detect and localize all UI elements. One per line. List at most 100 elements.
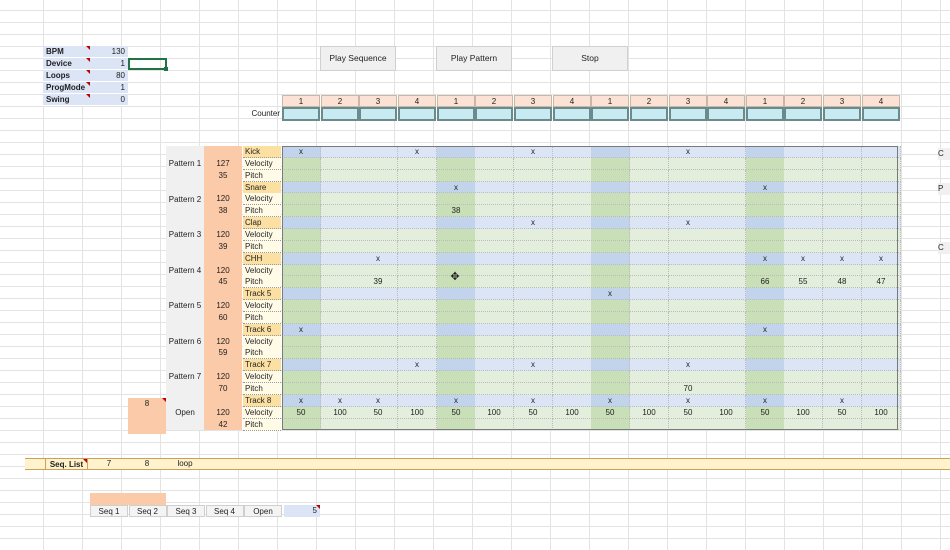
counter-cell[interactable] (707, 107, 745, 121)
step-cell[interactable] (553, 300, 592, 312)
step-cell[interactable] (746, 205, 785, 217)
step-cell[interactable]: 50 (746, 407, 785, 419)
step-cell[interactable] (784, 371, 823, 383)
step-cell[interactable] (398, 336, 437, 347)
step-cell[interactable] (784, 229, 823, 241)
step-cell[interactable]: 100 (707, 407, 746, 419)
step-cell[interactable] (475, 383, 514, 395)
pattern-pitch-value[interactable]: 70 (218, 384, 228, 393)
step-cell[interactable] (630, 359, 669, 371)
pattern-velocity-value[interactable]: 120 (216, 266, 230, 275)
open-count-cell[interactable]: 8 (128, 398, 166, 434)
step-cell[interactable] (669, 158, 708, 170)
step-cell[interactable] (669, 347, 708, 359)
step-cell[interactable] (862, 241, 901, 253)
step-cell[interactable]: x (321, 395, 360, 407)
step-cell[interactable] (862, 371, 901, 383)
step-cell[interactable] (746, 241, 785, 253)
step-cell[interactable]: 100 (862, 407, 901, 419)
track-label[interactable]: Track 5 (243, 288, 281, 300)
step-cell[interactable] (514, 347, 553, 359)
step-cell[interactable]: 100 (630, 407, 669, 419)
step-cell[interactable] (707, 182, 746, 193)
step-cell[interactable] (553, 324, 592, 336)
step-cell[interactable] (437, 347, 476, 359)
step-cell[interactable] (321, 300, 360, 312)
step-cell[interactable] (669, 300, 708, 312)
pattern-orange-cell[interactable] (204, 253, 242, 288)
step-cell[interactable] (591, 241, 630, 253)
step-cell[interactable] (359, 229, 398, 241)
velocity-label[interactable]: Velocity (243, 193, 281, 205)
step-cell[interactable] (630, 276, 669, 288)
step-cell[interactable]: x (746, 253, 785, 265)
param-value[interactable]: 0 (90, 94, 128, 106)
selected-cell[interactable] (128, 58, 167, 70)
right-edge-cell-1[interactable]: C (938, 148, 950, 160)
step-cell[interactable] (862, 395, 901, 407)
step-cell[interactable] (437, 312, 476, 324)
step-cell[interactable]: 100 (321, 407, 360, 419)
step-cell[interactable]: x (282, 395, 321, 407)
right-edge-cell-3[interactable]: C (938, 242, 950, 254)
step-cell[interactable] (321, 383, 360, 395)
step-cell[interactable] (784, 193, 823, 205)
step-cell[interactable] (437, 324, 476, 336)
step-cell[interactable] (475, 347, 514, 359)
step-cell[interactable] (321, 217, 360, 229)
pattern-orange-cell[interactable] (204, 395, 242, 430)
pattern-orange-cell[interactable] (204, 217, 242, 253)
step-cell[interactable] (553, 146, 592, 158)
step-cell[interactable] (553, 158, 592, 170)
step-cell[interactable] (707, 229, 746, 241)
step-cell[interactable] (475, 253, 514, 265)
step-cell[interactable] (784, 265, 823, 276)
step-cell[interactable] (746, 371, 785, 383)
pattern-velocity-value[interactable]: 120 (216, 337, 230, 346)
step-cell[interactable] (475, 336, 514, 347)
step-cell[interactable] (398, 419, 437, 430)
step-cell[interactable] (784, 383, 823, 395)
step-cell[interactable] (630, 205, 669, 217)
step-cell[interactable] (321, 288, 360, 300)
step-cell[interactable] (746, 217, 785, 229)
step-cell[interactable]: 100 (784, 407, 823, 419)
step-cell[interactable] (437, 241, 476, 253)
step-cell[interactable] (398, 383, 437, 395)
step-cell[interactable] (437, 170, 476, 182)
step-cell[interactable] (553, 371, 592, 383)
step-cell[interactable] (514, 182, 553, 193)
step-cell[interactable] (398, 300, 437, 312)
step-cell[interactable] (321, 158, 360, 170)
step-cell[interactable] (359, 182, 398, 193)
seq-tab[interactable]: Seq 3 (167, 505, 205, 517)
pattern-orange-cell[interactable] (204, 182, 242, 217)
step-cell[interactable] (475, 158, 514, 170)
step-cell[interactable] (630, 182, 669, 193)
step-cell[interactable] (475, 395, 514, 407)
step-cell[interactable] (282, 288, 321, 300)
play-pattern-button[interactable]: Play Pattern (436, 46, 512, 71)
step-cell[interactable] (630, 347, 669, 359)
step-cell[interactable] (862, 312, 901, 324)
step-cell[interactable] (398, 312, 437, 324)
step-cell[interactable] (282, 276, 321, 288)
pattern-name[interactable]: Pattern 3 (166, 217, 204, 253)
step-cell[interactable] (553, 359, 592, 371)
step-cell[interactable] (359, 205, 398, 217)
step-cell[interactable] (321, 336, 360, 347)
step-cell[interactable] (398, 217, 437, 229)
step-cell[interactable]: x (514, 217, 553, 229)
step-cell[interactable] (398, 205, 437, 217)
seq-tab[interactable]: Open (244, 505, 282, 517)
pitch-label[interactable]: Pitch (243, 276, 281, 288)
pattern-orange-cell[interactable] (204, 359, 242, 395)
step-cell[interactable] (630, 371, 669, 383)
step-cell[interactable] (282, 241, 321, 253)
step-cell[interactable] (746, 419, 785, 430)
step-cell[interactable] (669, 241, 708, 253)
step-cell[interactable] (746, 158, 785, 170)
pattern-velocity-value[interactable]: 120 (216, 408, 230, 417)
step-cell[interactable] (823, 193, 862, 205)
step-cell[interactable] (359, 158, 398, 170)
